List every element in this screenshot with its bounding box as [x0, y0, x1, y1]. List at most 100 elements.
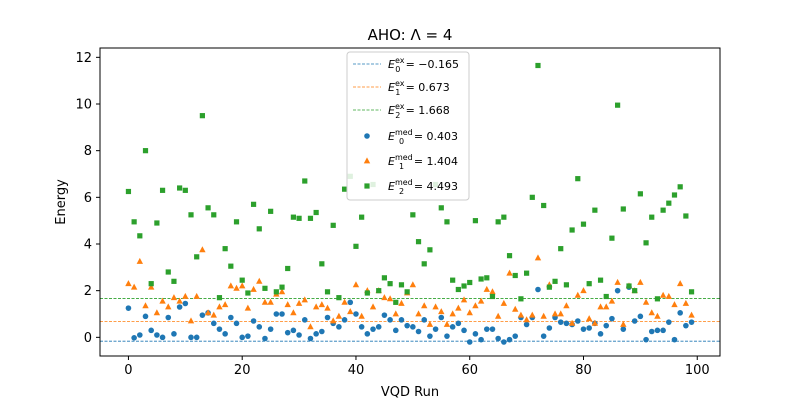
- data-point-e1: [642, 298, 650, 305]
- legend-label-e1-ex: Eex 1 = 0.673: [388, 79, 450, 97]
- data-point-e1: [210, 311, 217, 318]
- series-e1: [125, 246, 695, 330]
- data-point-e0: [535, 286, 541, 293]
- data-point-e1: [125, 280, 132, 287]
- data-point-e2: [421, 261, 427, 267]
- data-point-e2: [142, 148, 149, 154]
- data-point-e0: [319, 328, 325, 335]
- data-point-e0: [267, 326, 274, 332]
- data-point-e1: [614, 278, 621, 285]
- data-point-e0: [176, 304, 183, 310]
- data-point-e1: [233, 284, 240, 291]
- data-point-e2: [415, 239, 422, 245]
- data-point-e1: [443, 320, 451, 327]
- data-point-e1: [290, 309, 297, 316]
- data-point-e2: [341, 186, 348, 192]
- data-point-e1: [477, 297, 485, 304]
- data-point-e2: [154, 220, 160, 226]
- data-point-e1: [256, 277, 263, 284]
- data-point-e0: [228, 314, 234, 321]
- legend-label-e0-ex: Eex 0 = −0.165: [388, 56, 459, 74]
- data-point-e0: [637, 313, 644, 320]
- data-point-e1: [603, 303, 610, 310]
- data-point-e0: [620, 326, 627, 332]
- data-point-e1: [369, 303, 377, 310]
- data-point-e2: [250, 201, 257, 207]
- data-point-e1: [620, 320, 627, 327]
- data-point-e0: [279, 311, 285, 317]
- data-point-e0: [256, 324, 263, 330]
- data-point-e1: [216, 303, 223, 310]
- data-point-e0: [586, 325, 592, 331]
- data-point-e2: [268, 208, 274, 214]
- data-point-e1: [295, 299, 303, 306]
- data-point-e0: [154, 332, 160, 338]
- legend-label-e2-med: Emed 2 = 4.493: [388, 178, 458, 196]
- data-point-e1: [551, 310, 559, 317]
- data-point-e0: [432, 326, 439, 332]
- data-point-e0: [540, 333, 547, 339]
- data-point-e2: [324, 289, 331, 295]
- legend-label-e1-med: Emed 1 = 1.404: [388, 153, 458, 171]
- x-axis: 0 20 40 60 80 100: [124, 356, 710, 378]
- data-point-e0: [683, 322, 689, 329]
- data-point-e2: [165, 269, 171, 275]
- data-point-e2: [290, 214, 296, 220]
- y-tick-label: 0: [84, 331, 92, 346]
- data-point-e1: [517, 311, 525, 318]
- data-point-e0: [410, 324, 416, 330]
- series-e2: [125, 62, 695, 305]
- data-point-e1: [153, 309, 161, 316]
- data-point-e2: [580, 221, 587, 227]
- data-point-e2: [506, 253, 513, 259]
- data-point-e0: [364, 331, 371, 337]
- data-point-e0: [370, 326, 376, 332]
- data-point-e0: [137, 332, 143, 338]
- data-point-e0: [250, 318, 257, 324]
- data-point-e2: [336, 295, 342, 301]
- data-point-e1: [227, 282, 235, 289]
- data-point-e0: [131, 335, 137, 341]
- data-point-e1: [489, 288, 496, 295]
- plot-frame: [99, 47, 721, 357]
- data-point-e0: [597, 331, 604, 337]
- data-point-e0: [472, 331, 479, 337]
- data-point-e2: [546, 284, 552, 290]
- data-point-e1: [585, 315, 593, 322]
- data-point-e2: [239, 277, 245, 283]
- data-point-e2: [541, 202, 547, 209]
- data-point-e1: [398, 299, 405, 306]
- data-point-e1: [307, 323, 314, 330]
- data-point-e2: [233, 219, 240, 225]
- data-point-e0: [142, 313, 149, 320]
- data-point-e0: [387, 317, 393, 323]
- data-point-e2: [182, 187, 188, 193]
- data-point-e0: [666, 319, 672, 325]
- data-point-e0: [341, 317, 348, 323]
- data-point-e0: [404, 322, 410, 329]
- data-point-e1: [352, 281, 360, 288]
- data-point-e1: [483, 285, 490, 292]
- data-point-e0: [296, 332, 302, 338]
- data-point-e2: [620, 206, 626, 212]
- data-point-e2: [245, 290, 251, 296]
- data-point-e2: [461, 283, 467, 289]
- x-tick-label: 20: [234, 363, 251, 378]
- data-series: [125, 62, 695, 345]
- data-point-e1: [580, 287, 587, 294]
- data-point-e1: [324, 304, 331, 311]
- data-point-e0: [307, 335, 314, 342]
- data-point-e1: [136, 257, 144, 264]
- data-point-e2: [472, 218, 479, 224]
- data-point-e1: [381, 294, 388, 301]
- data-point-e1: [409, 281, 417, 288]
- data-point-e1: [244, 304, 252, 311]
- data-point-e1: [540, 312, 547, 319]
- data-point-e1: [250, 285, 257, 292]
- data-point-e0: [489, 326, 496, 332]
- data-point-e1: [301, 296, 308, 303]
- data-point-e1: [682, 299, 690, 306]
- data-point-e2: [484, 275, 490, 281]
- data-point-e2: [330, 222, 336, 228]
- data-point-e2: [137, 233, 143, 239]
